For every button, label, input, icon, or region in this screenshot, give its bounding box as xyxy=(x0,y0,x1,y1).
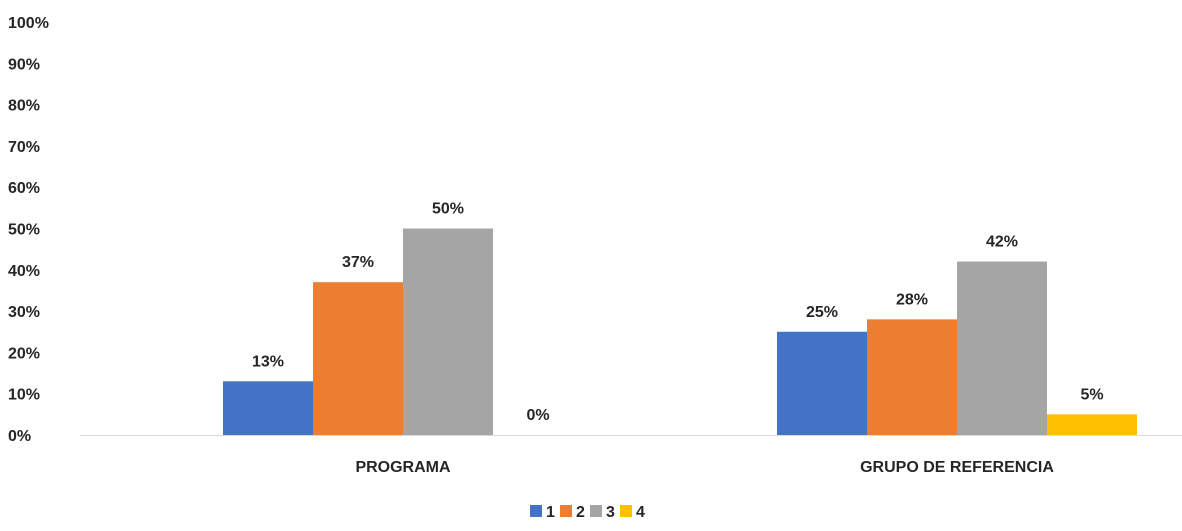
y-tick-label: 70% xyxy=(8,139,40,156)
bar-series-1-programa xyxy=(223,381,313,435)
bars-group xyxy=(223,228,1137,435)
bar-series-1-grupo-de-referencia xyxy=(777,331,867,435)
data-label: 37% xyxy=(342,254,374,271)
category-label: PROGRAMA xyxy=(355,459,451,476)
y-tick-label: 80% xyxy=(8,98,40,115)
category-labels: PROGRAMA GRUPO DE REFERENCIA xyxy=(355,459,1054,476)
data-label: 42% xyxy=(986,234,1018,251)
y-tick-label: 100% xyxy=(8,15,49,32)
y-tick-label: 30% xyxy=(8,304,40,321)
legend: 1 2 3 4 xyxy=(530,504,645,521)
data-label: 5% xyxy=(1080,386,1103,403)
bar-series-3-grupo-de-referencia xyxy=(957,261,1047,435)
legend-label-4: 4 xyxy=(636,504,645,521)
y-axis-ticks: 0% 10% 20% 30% 40% 50% 60% 70% 80% 90% 100% xyxy=(8,15,49,445)
data-labels-group: 13% 37% 50% 0% 25% 28% 42% 5% xyxy=(252,201,1104,425)
bar-series-4-grupo-de-referencia xyxy=(1047,414,1137,435)
data-label: 28% xyxy=(896,291,928,308)
legend-swatch-1 xyxy=(530,505,542,517)
legend-label-2: 2 xyxy=(576,504,585,521)
legend-swatch-4 xyxy=(620,505,632,517)
y-tick-label: 40% xyxy=(8,263,40,280)
data-label: 0% xyxy=(526,407,549,424)
y-tick-label: 90% xyxy=(8,56,40,73)
y-tick-label: 10% xyxy=(8,387,40,404)
data-label: 13% xyxy=(252,353,284,370)
y-tick-label: 60% xyxy=(8,180,40,197)
data-label: 25% xyxy=(806,304,838,321)
legend-swatch-2 xyxy=(560,505,572,517)
bar-series-2-grupo-de-referencia xyxy=(867,319,957,435)
legend-swatch-3 xyxy=(590,505,602,517)
y-tick-label: 20% xyxy=(8,345,40,362)
bar-series-3-programa xyxy=(403,228,493,435)
data-label: 50% xyxy=(432,201,464,218)
legend-label-1: 1 xyxy=(546,504,555,521)
y-tick-label: 50% xyxy=(8,222,40,239)
bar-series-2-programa xyxy=(313,282,403,435)
category-label: GRUPO DE REFERENCIA xyxy=(860,459,1054,476)
legend-label-3: 3 xyxy=(606,504,615,521)
y-tick-label: 0% xyxy=(8,428,31,445)
